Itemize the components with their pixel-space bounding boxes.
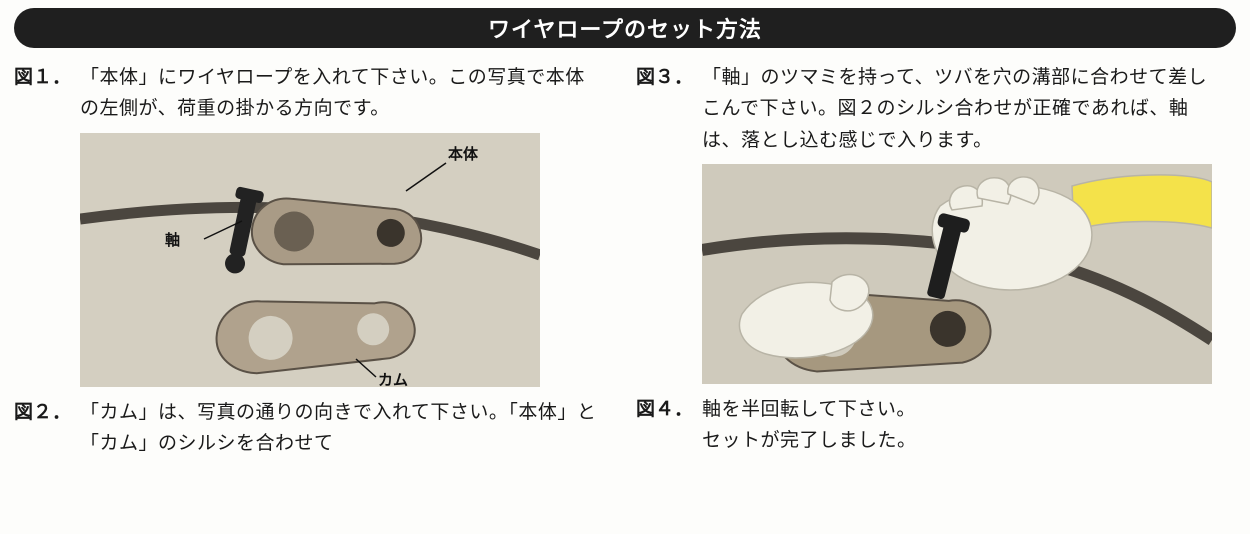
step-2-text: 「カム」は、写真の通りの向きで入れて下さい。「本体」と「カム」のシルシを合わせて [80,397,604,460]
right-column: 図３． 「軸」のツマミを持って、ツバを穴の溝部に合わせて差しこんで下さい。図２の… [636,62,1226,469]
section-banner: ワイヤロープのセット方法 [14,8,1236,48]
step-1-text: 「本体」にワイヤロープを入れて下さい。この写真で本体の左側が、荷重の掛かる方向で… [80,62,604,125]
two-column-layout: 図１． 「本体」にワイヤロープを入れて下さい。この写真で本体の左側が、荷重の掛か… [14,62,1236,469]
figure-1: 本体 軸 カム [80,133,540,387]
step-4-line-1: 軸を半回転して下さい。 [702,399,916,420]
callout-body: 本体 [448,145,479,163]
callout-shaft: 軸 [165,231,180,249]
step-1: 図１． 「本体」にワイヤロープを入れて下さい。この写真で本体の左側が、荷重の掛か… [14,62,604,387]
step-4: 図４． 軸を半回転して下さい。 セットが完了しました。 [636,394,1226,457]
step-4-line-2: セットが完了しました。 [702,430,917,451]
left-column: 図１． 「本体」にワイヤロープを入れて下さい。この写真で本体の左側が、荷重の掛か… [14,62,604,469]
step-1-label: 図１． [14,62,80,89]
step-4-text: 軸を半回転して下さい。 セットが完了しました。 [702,394,917,457]
step-4-label: 図４． [636,394,702,421]
step-2-label: 図２． [14,397,80,424]
step-3: 図３． 「軸」のツマミを持って、ツバを穴の溝部に合わせて差しこんで下さい。図２の… [636,62,1226,384]
step-2: 図２． 「カム」は、写真の通りの向きで入れて下さい。「本体」と「カム」のシルシを… [14,397,604,460]
banner-title: ワイヤロープのセット方法 [488,12,762,44]
figure-3-wrap [702,164,1226,384]
step-3-label: 図３． [636,62,702,89]
figure-3 [702,164,1212,384]
step-3-text: 「軸」のツマミを持って、ツバを穴の溝部に合わせて差しこんで下さい。図２のシルシ合… [702,62,1226,156]
callout-cam: カム [378,372,408,387]
figure-1-wrap: 本体 軸 カム [80,133,604,387]
